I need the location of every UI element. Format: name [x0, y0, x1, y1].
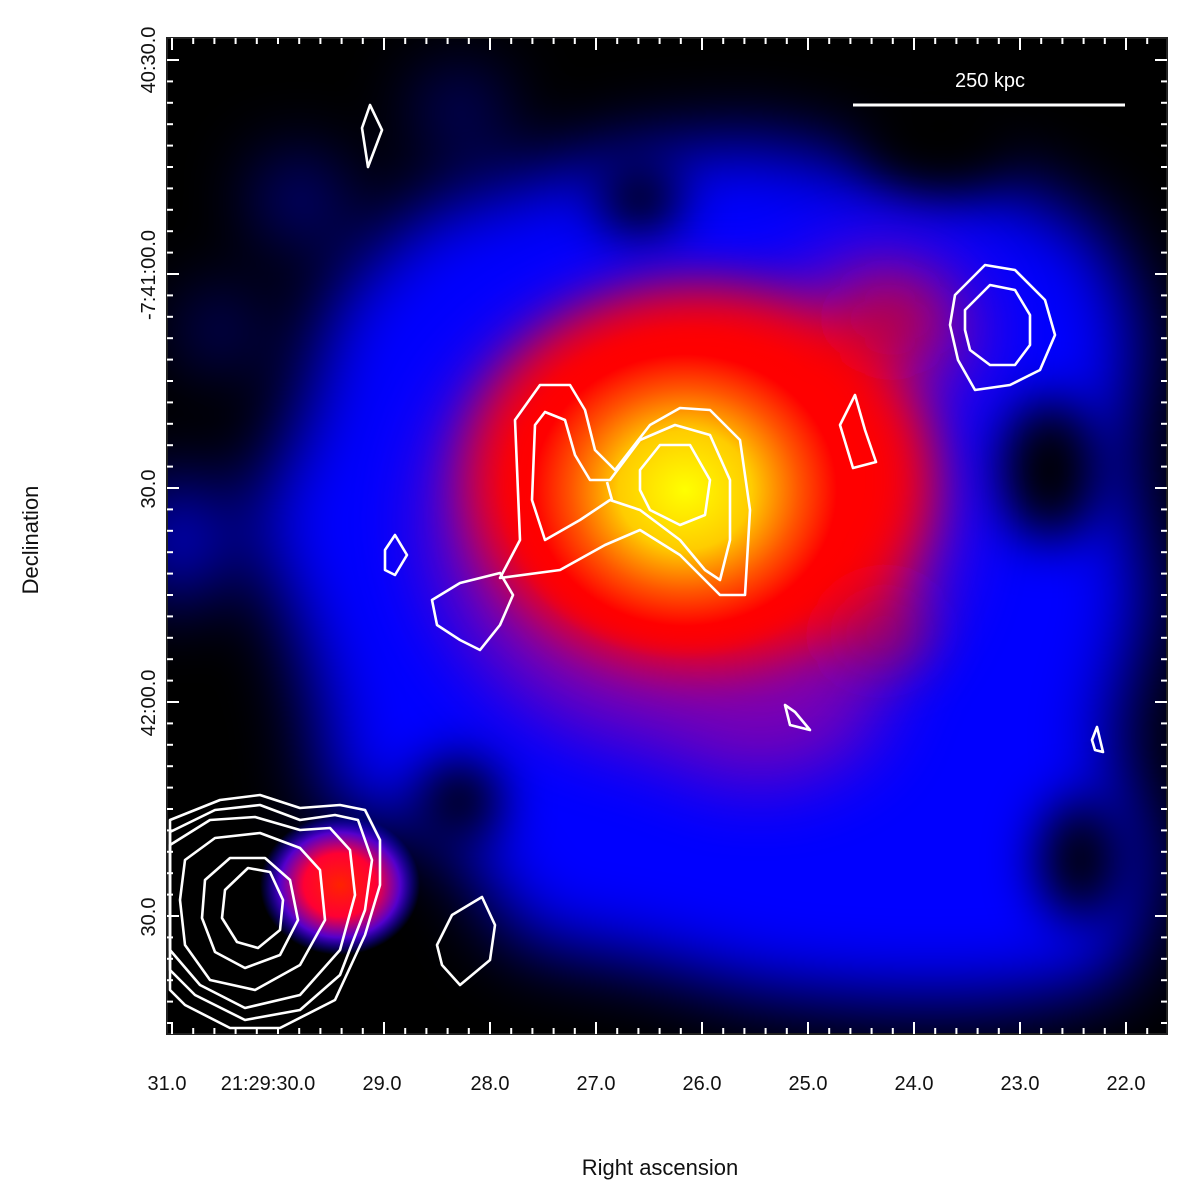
- y-tick-label: 30.0: [138, 898, 160, 937]
- x-tick-labels: 31.0 21:29:30.0 29.0 28.0 27.0 26.0 25.0…: [148, 1073, 1146, 1095]
- y-tick-label: 30.0: [138, 470, 160, 509]
- scale-bar-label: 250 kpc: [955, 70, 1025, 92]
- x-tick-label: 25.0: [789, 1073, 828, 1095]
- plot-frame: [166, 37, 1168, 1035]
- scale-bar: 250 kpc: [853, 70, 1125, 107]
- y-tick-label: 42:00.0: [138, 670, 160, 737]
- xray-emission-image: [167, 38, 1167, 1034]
- y-tick-labels: 40:30.0 -7:41:00.0 30.0 42:00.0 30.0: [138, 27, 160, 937]
- y-tick-label: 40:30.0: [138, 27, 160, 94]
- x-tick-label: 29.0: [363, 1073, 402, 1095]
- radio-contours: [168, 103, 1105, 1030]
- x-tick-label: 27.0: [577, 1073, 616, 1095]
- x-tick-label: 23.0: [1001, 1073, 1040, 1095]
- x-tick-label: 24.0: [895, 1073, 934, 1095]
- y-axis-title: Declination: [18, 486, 43, 595]
- y-tick-label: -7:41:00.0: [138, 230, 160, 320]
- x-tick-label: 31.0: [148, 1073, 187, 1095]
- x-tick-label: 21:29:30.0: [221, 1073, 316, 1095]
- x-tick-label: 22.0: [1107, 1073, 1146, 1095]
- x-axis-title: Right ascension: [582, 1155, 739, 1180]
- x-tick-label: 28.0: [471, 1073, 510, 1095]
- x-tick-label: 26.0: [683, 1073, 722, 1095]
- tick-marks: [167, 38, 1167, 1034]
